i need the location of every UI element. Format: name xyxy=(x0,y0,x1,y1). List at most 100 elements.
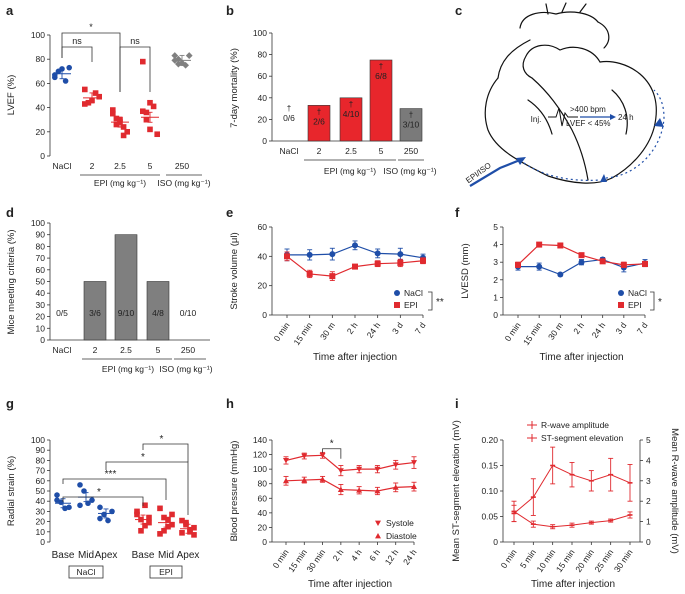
a-data-point xyxy=(171,52,179,59)
b-y-tick-label: 100 xyxy=(253,28,267,38)
a-data-point xyxy=(120,124,127,130)
d-bar-label: 3/6 xyxy=(89,308,101,318)
b-group-label-iso: ISO (mg kg⁻¹) xyxy=(383,166,436,176)
h-data-point xyxy=(283,458,289,464)
a-data-point xyxy=(147,126,153,133)
i-legend-label-r-wave: R-wave amplitude xyxy=(541,420,609,430)
d-y-tick-label: 70 xyxy=(36,253,46,263)
b-bar-label: 0/6 xyxy=(283,113,295,123)
i-y-axis-label: Mean ST-segment elevation (mV) xyxy=(451,420,462,562)
a-data-point xyxy=(185,52,193,59)
g-group-label-epi: EPI xyxy=(159,567,173,577)
a-data-point xyxy=(66,64,72,71)
f-y-axis-label: LVESD (mm) xyxy=(460,243,471,298)
c-arrow-head xyxy=(654,118,664,127)
g-y-tick-label: 50 xyxy=(36,486,46,496)
i-x-tick-label: 0 min xyxy=(499,547,519,570)
b-x-tick-label: 250 xyxy=(404,146,418,156)
g-data-point xyxy=(142,522,148,529)
a-data-point xyxy=(113,115,120,122)
e-data-point xyxy=(306,270,313,277)
h-legend-label-systole: Systole xyxy=(386,518,414,528)
h-data-point xyxy=(356,466,363,473)
panel-label-a: a xyxy=(6,3,14,18)
c-dotted-arc xyxy=(605,89,665,179)
e-data-point xyxy=(306,251,313,258)
b-dagger-mark: † xyxy=(379,62,383,71)
g-y-tick-label: 30 xyxy=(36,506,46,516)
a-data-point xyxy=(110,107,116,113)
c-aortic-arch xyxy=(519,11,599,29)
h-y-tick-label: 80 xyxy=(258,479,268,489)
i-y-tick-label: 0.20 xyxy=(481,435,498,445)
panel-label-i: i xyxy=(455,396,459,411)
b-y-tick-label: 40 xyxy=(258,93,268,103)
g-sig-bracket xyxy=(62,478,167,500)
b-dagger-mark: † xyxy=(349,100,353,109)
a-data-point xyxy=(182,61,189,69)
panel-label-f: f xyxy=(455,205,460,220)
a-data-point xyxy=(140,108,146,115)
a-data-point xyxy=(147,99,153,106)
a-x-tick-label: 2.5 xyxy=(114,161,126,171)
i-legend-label-st: ST-segment elevation xyxy=(541,433,623,443)
f-data-point xyxy=(515,261,521,268)
d-group-label-epi: EPI (mg kg⁻¹) xyxy=(102,364,154,374)
f-x-tick-label: 24 h xyxy=(590,320,608,340)
d-y-tick-label: 50 xyxy=(36,277,46,287)
a-y-tick-label: 80 xyxy=(36,54,46,64)
panel-label-c: c xyxy=(455,3,462,18)
b-y-tick-label: 0 xyxy=(262,136,267,146)
h-legend-marker-diastole xyxy=(375,533,381,539)
d-y-tick-label: 0 xyxy=(40,335,45,345)
a-data-point xyxy=(124,129,130,135)
g-data-point xyxy=(169,511,175,518)
b-bar xyxy=(399,108,423,142)
i-x-tick-label: 30 min xyxy=(612,547,635,574)
d-x-tick-label: 250 xyxy=(181,345,195,355)
f-x-tick-label: 7 d xyxy=(635,320,650,336)
d-x-tick-label: 2 xyxy=(93,345,98,355)
g-x-tick-label: Mid xyxy=(158,550,174,561)
a-sig-bracket-text: ns xyxy=(130,36,140,46)
g-y-tick-label: 70 xyxy=(36,466,46,476)
f-x-axis-label: Time after injection xyxy=(539,352,623,363)
e-data-point xyxy=(329,251,336,258)
g-x-tick-label: Mid xyxy=(78,550,94,561)
f-y-tick-label: 3 xyxy=(493,257,498,267)
g-data-point xyxy=(179,530,185,536)
d-y-tick-label: 100 xyxy=(31,218,45,228)
f-data-point xyxy=(578,259,585,266)
h-data-point xyxy=(301,477,308,483)
g-sig-bracket-text: * xyxy=(160,434,164,445)
d-x-tick-label: 5 xyxy=(156,345,161,355)
a-sig-bracket xyxy=(61,46,93,62)
e-data-point xyxy=(352,263,358,270)
c-inj-label: Inj. xyxy=(531,115,542,124)
f-y-tick-label: 1 xyxy=(493,292,498,302)
h-y-tick-label: 140 xyxy=(253,435,267,445)
g-y-tick-label: 0 xyxy=(40,537,45,547)
a-y-tick-label: 20 xyxy=(36,127,46,137)
e-x-tick-label: 2 h xyxy=(345,320,360,336)
d-bar xyxy=(114,234,138,341)
d-bar-label: 4/8 xyxy=(152,308,164,318)
g-x-tick-label: Base xyxy=(52,550,75,561)
a-data-point xyxy=(154,131,160,138)
i-y2-axis-label: Mean R-wave amplitude (mV) xyxy=(669,428,680,554)
e-y-tick-label: 20 xyxy=(258,281,268,291)
c-arch-branches xyxy=(545,2,587,15)
d-y-tick-label: 90 xyxy=(36,230,46,240)
d-x-tick-label: 2.5 xyxy=(120,345,132,355)
a-data-point xyxy=(150,103,157,110)
i-y-tick-label: 0.10 xyxy=(481,486,498,496)
h-x-tick-label: 4 h xyxy=(349,547,364,563)
e-x-tick-label: 30 m xyxy=(318,320,337,341)
d-y-tick-label: 30 xyxy=(36,300,46,310)
h-x-tick-label: 30 min xyxy=(304,547,327,574)
a-data-point xyxy=(110,110,116,117)
g-sig-bracket-text: * xyxy=(97,487,101,498)
panel-label-d: d xyxy=(6,205,14,220)
i-y-tick-label: 0.05 xyxy=(481,512,498,522)
g-sig-bracket xyxy=(105,461,189,515)
